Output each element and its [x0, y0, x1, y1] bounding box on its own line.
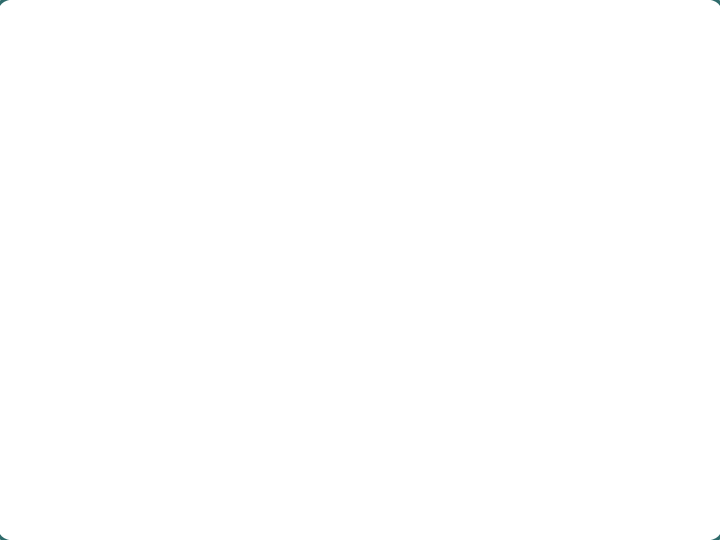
Text: level 3: level 3 — [166, 399, 230, 417]
Text: in a rooted tree is: in a rooted tree is — [329, 130, 525, 148]
Text: level 2: level 2 — [180, 307, 245, 325]
Circle shape — [347, 422, 373, 442]
Circle shape — [527, 233, 553, 253]
Circle shape — [405, 422, 431, 442]
Circle shape — [441, 325, 467, 345]
Circle shape — [347, 325, 373, 345]
Circle shape — [577, 422, 603, 442]
Text: Properties of Trees: Properties of Trees — [58, 65, 384, 94]
Text: the length of the unique path from the root: the length of the unique path from the r… — [58, 178, 517, 197]
Circle shape — [462, 422, 488, 442]
Circle shape — [505, 141, 531, 161]
Circle shape — [520, 422, 546, 442]
Text: v: v — [313, 130, 325, 148]
Circle shape — [289, 422, 315, 442]
Text: The level of a vertex: The level of a vertex — [58, 130, 281, 148]
Circle shape — [534, 325, 560, 345]
Circle shape — [397, 233, 423, 253]
Circle shape — [635, 233, 661, 253]
Text: to this vertex.: to this vertex. — [58, 227, 205, 246]
